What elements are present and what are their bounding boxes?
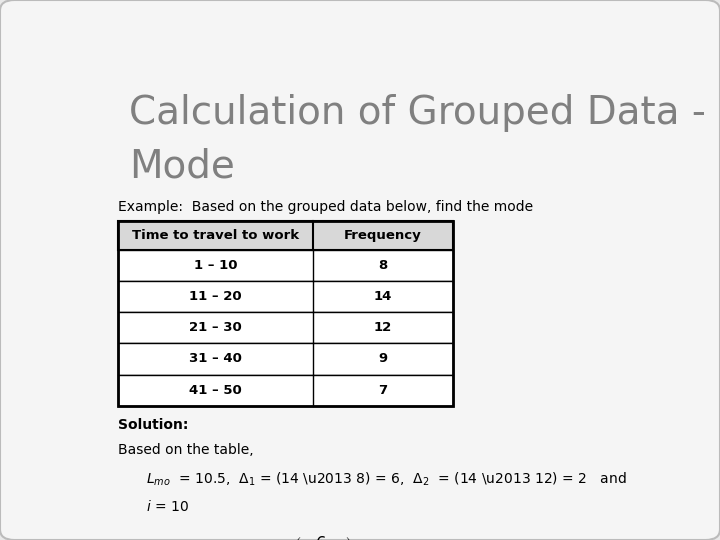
Text: $L_{mo}$  = 10.5,  $\Delta_1$ = (14 \u2013 8) = 6,  $\Delta_2$  = (14 \u2013 12): $L_{mo}$ = 10.5, $\Delta_1$ = (14 \u2013… (145, 470, 626, 488)
Text: Mode: Mode (129, 148, 235, 186)
Text: Mode $= 10.5 + \left(\dfrac{6}{6+2}\right)10 = 17.5$: Mode $= 10.5 + \left(\dfrac{6}{6+2}\righ… (163, 535, 433, 540)
Bar (118, 375, 453, 406)
Bar (118, 250, 453, 281)
Bar (118, 221, 453, 250)
Bar (118, 312, 453, 343)
Text: Based on the table,: Based on the table, (118, 443, 253, 457)
Text: 7: 7 (379, 383, 387, 397)
Text: 41 – 50: 41 – 50 (189, 383, 242, 397)
Bar (118, 221, 453, 406)
Text: Calculation of Grouped Data -: Calculation of Grouped Data - (129, 94, 706, 132)
Text: 8: 8 (378, 259, 387, 272)
Text: 1 – 10: 1 – 10 (194, 259, 238, 272)
Text: Example:  Based on the grouped data below, find the mode: Example: Based on the grouped data below… (118, 200, 533, 214)
Text: 9: 9 (379, 353, 387, 366)
Text: Frequency: Frequency (344, 229, 422, 242)
Text: 21 – 30: 21 – 30 (189, 321, 242, 334)
Text: 31 – 40: 31 – 40 (189, 353, 242, 366)
Bar (118, 343, 453, 375)
Text: $i$ = 10: $i$ = 10 (145, 500, 189, 514)
Text: 11 – 20: 11 – 20 (189, 290, 242, 303)
Text: 12: 12 (374, 321, 392, 334)
Text: Solution:: Solution: (118, 418, 188, 432)
Text: 14: 14 (374, 290, 392, 303)
Text: Time to travel to work: Time to travel to work (132, 229, 299, 242)
Bar (118, 281, 453, 312)
